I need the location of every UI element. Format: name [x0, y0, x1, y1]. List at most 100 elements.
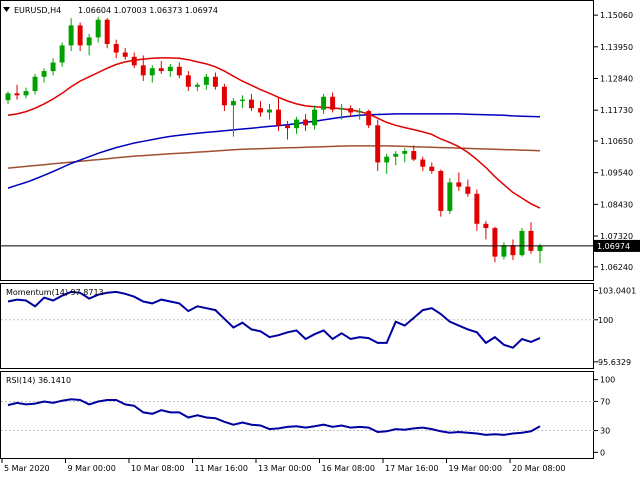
candle-body — [276, 109, 281, 126]
price-tick-label: 1.08430 — [600, 200, 633, 209]
candle-body — [366, 111, 372, 126]
candle-body — [221, 86, 227, 106]
candle-body — [447, 182, 453, 211]
candle-body — [312, 109, 318, 126]
candle-body — [257, 108, 263, 113]
ma-slow-line — [7, 145, 541, 169]
price-tick-label: 1.07320 — [600, 232, 633, 241]
rsi-panel[interactable] — [0, 371, 594, 459]
candle-body — [185, 75, 191, 87]
candle-body — [194, 84, 200, 87]
candle-body — [77, 25, 83, 46]
candle-body — [402, 150, 408, 154]
time-tick-label: 20 Mar 08:00 — [512, 464, 565, 473]
candle-body — [483, 223, 489, 229]
momentum-line — [7, 290, 541, 349]
candle-body — [393, 153, 399, 157]
chart-ohlc-readout: 1.06604 1.07003 1.06373 1.06974 — [78, 6, 218, 15]
price-tick-label: 1.11730 — [600, 106, 633, 115]
candle-body — [411, 150, 417, 160]
chart-symbol-dropdown-icon[interactable] — [3, 7, 10, 12]
candle-body — [528, 230, 534, 251]
candle-body — [23, 91, 29, 96]
price-tick-label: 1.09540 — [600, 169, 633, 178]
candle-body — [465, 186, 471, 194]
candle-body — [113, 43, 119, 53]
candle-body — [357, 111, 363, 113]
candle-body — [149, 68, 155, 76]
candle-body — [167, 66, 173, 72]
candle-body — [537, 246, 543, 251]
time-tick-label: 5 Mar 2020 — [4, 464, 50, 473]
current-price-marker — [594, 239, 640, 252]
candle-body — [429, 166, 435, 171]
candle-body — [14, 93, 20, 96]
rsi-tick-label: 70 — [600, 397, 610, 406]
candle-body — [420, 159, 426, 167]
time-tick-label: 17 Mar 16:00 — [385, 464, 438, 473]
price-axis[interactable]: 1.15060 1.13950 1.12840 1.11730 1.10650 1.095… — [594, 11, 640, 457]
candle-body — [501, 245, 507, 257]
candle-body — [158, 68, 164, 72]
ma-fast-line — [7, 57, 541, 209]
momentum-tick-label: 100 — [598, 316, 613, 325]
time-axis[interactable]: 5 Mar 2020 9 Mar 00:00 10 Mar 08:00 11 Mar … — [1, 459, 565, 473]
candle-body — [303, 119, 309, 126]
momentum-panel-layer — [1, 290, 594, 349]
candle-body — [131, 56, 137, 66]
candle-body — [32, 76, 38, 92]
candle-body — [239, 99, 245, 102]
candle-body — [330, 96, 336, 110]
candle-body — [294, 119, 300, 129]
candle-body — [510, 245, 516, 256]
time-tick-label: 16 Mar 08:00 — [322, 464, 375, 473]
momentum-tick-label: 103.0401 — [598, 287, 636, 296]
candle-body — [375, 125, 381, 163]
candle-body — [248, 99, 254, 109]
momentum-panel[interactable] — [0, 283, 594, 369]
candle-body — [176, 66, 182, 76]
main-panel-layer — [1, 16, 594, 264]
candle-body — [321, 96, 327, 110]
time-tick-label: 11 Mar 16:00 — [195, 464, 248, 473]
price-tick-label: 1.12840 — [600, 74, 633, 83]
candle-body — [285, 125, 291, 129]
candle-body — [5, 93, 11, 101]
candle-body — [68, 25, 74, 46]
ma-mid-line — [7, 113, 541, 189]
candle-body — [104, 19, 110, 44]
rsi-line — [7, 398, 541, 436]
candle-body — [474, 193, 480, 224]
candle-body — [59, 45, 65, 63]
current-price-label: 1.06974 — [597, 242, 630, 251]
rsi-tick-label: 30 — [600, 427, 610, 436]
time-tick-label: 10 Mar 08:00 — [131, 464, 184, 473]
rsi-tick-label: 100 — [600, 376, 615, 385]
candle-body — [230, 101, 236, 106]
candle-body — [519, 230, 525, 256]
price-tick-label: 1.10650 — [600, 137, 633, 146]
chart-symbol-label: EURUSD,H4 — [14, 6, 61, 15]
candle-body — [267, 109, 272, 113]
momentum-indicator-label: Momentum(14) 97.8713 — [6, 288, 104, 297]
candle-body — [50, 62, 56, 72]
candle-body — [438, 170, 444, 211]
time-tick-label: 9 Mar 00:00 — [68, 464, 116, 473]
candle-body — [41, 71, 47, 77]
rsi-tick-label: 0 — [600, 448, 605, 457]
candle-body — [95, 19, 101, 38]
price-tick-label: 1.13950 — [600, 43, 633, 52]
candle-body — [339, 108, 345, 110]
price-tick-label: 1.15060 — [600, 11, 633, 20]
candle-body — [122, 52, 128, 57]
candle-body — [492, 228, 498, 257]
momentum-tick-label: 95.6329 — [598, 358, 631, 367]
main-price-panel[interactable] — [0, 0, 594, 281]
price-tick-label: 1.06240 — [600, 263, 633, 272]
candle-body — [456, 182, 462, 187]
candle-body — [384, 156, 390, 163]
candle-body — [212, 76, 218, 87]
rsi-indicator-label: RSI(14) 36.1410 — [6, 376, 71, 385]
rsi-panel-layer — [1, 398, 594, 436]
